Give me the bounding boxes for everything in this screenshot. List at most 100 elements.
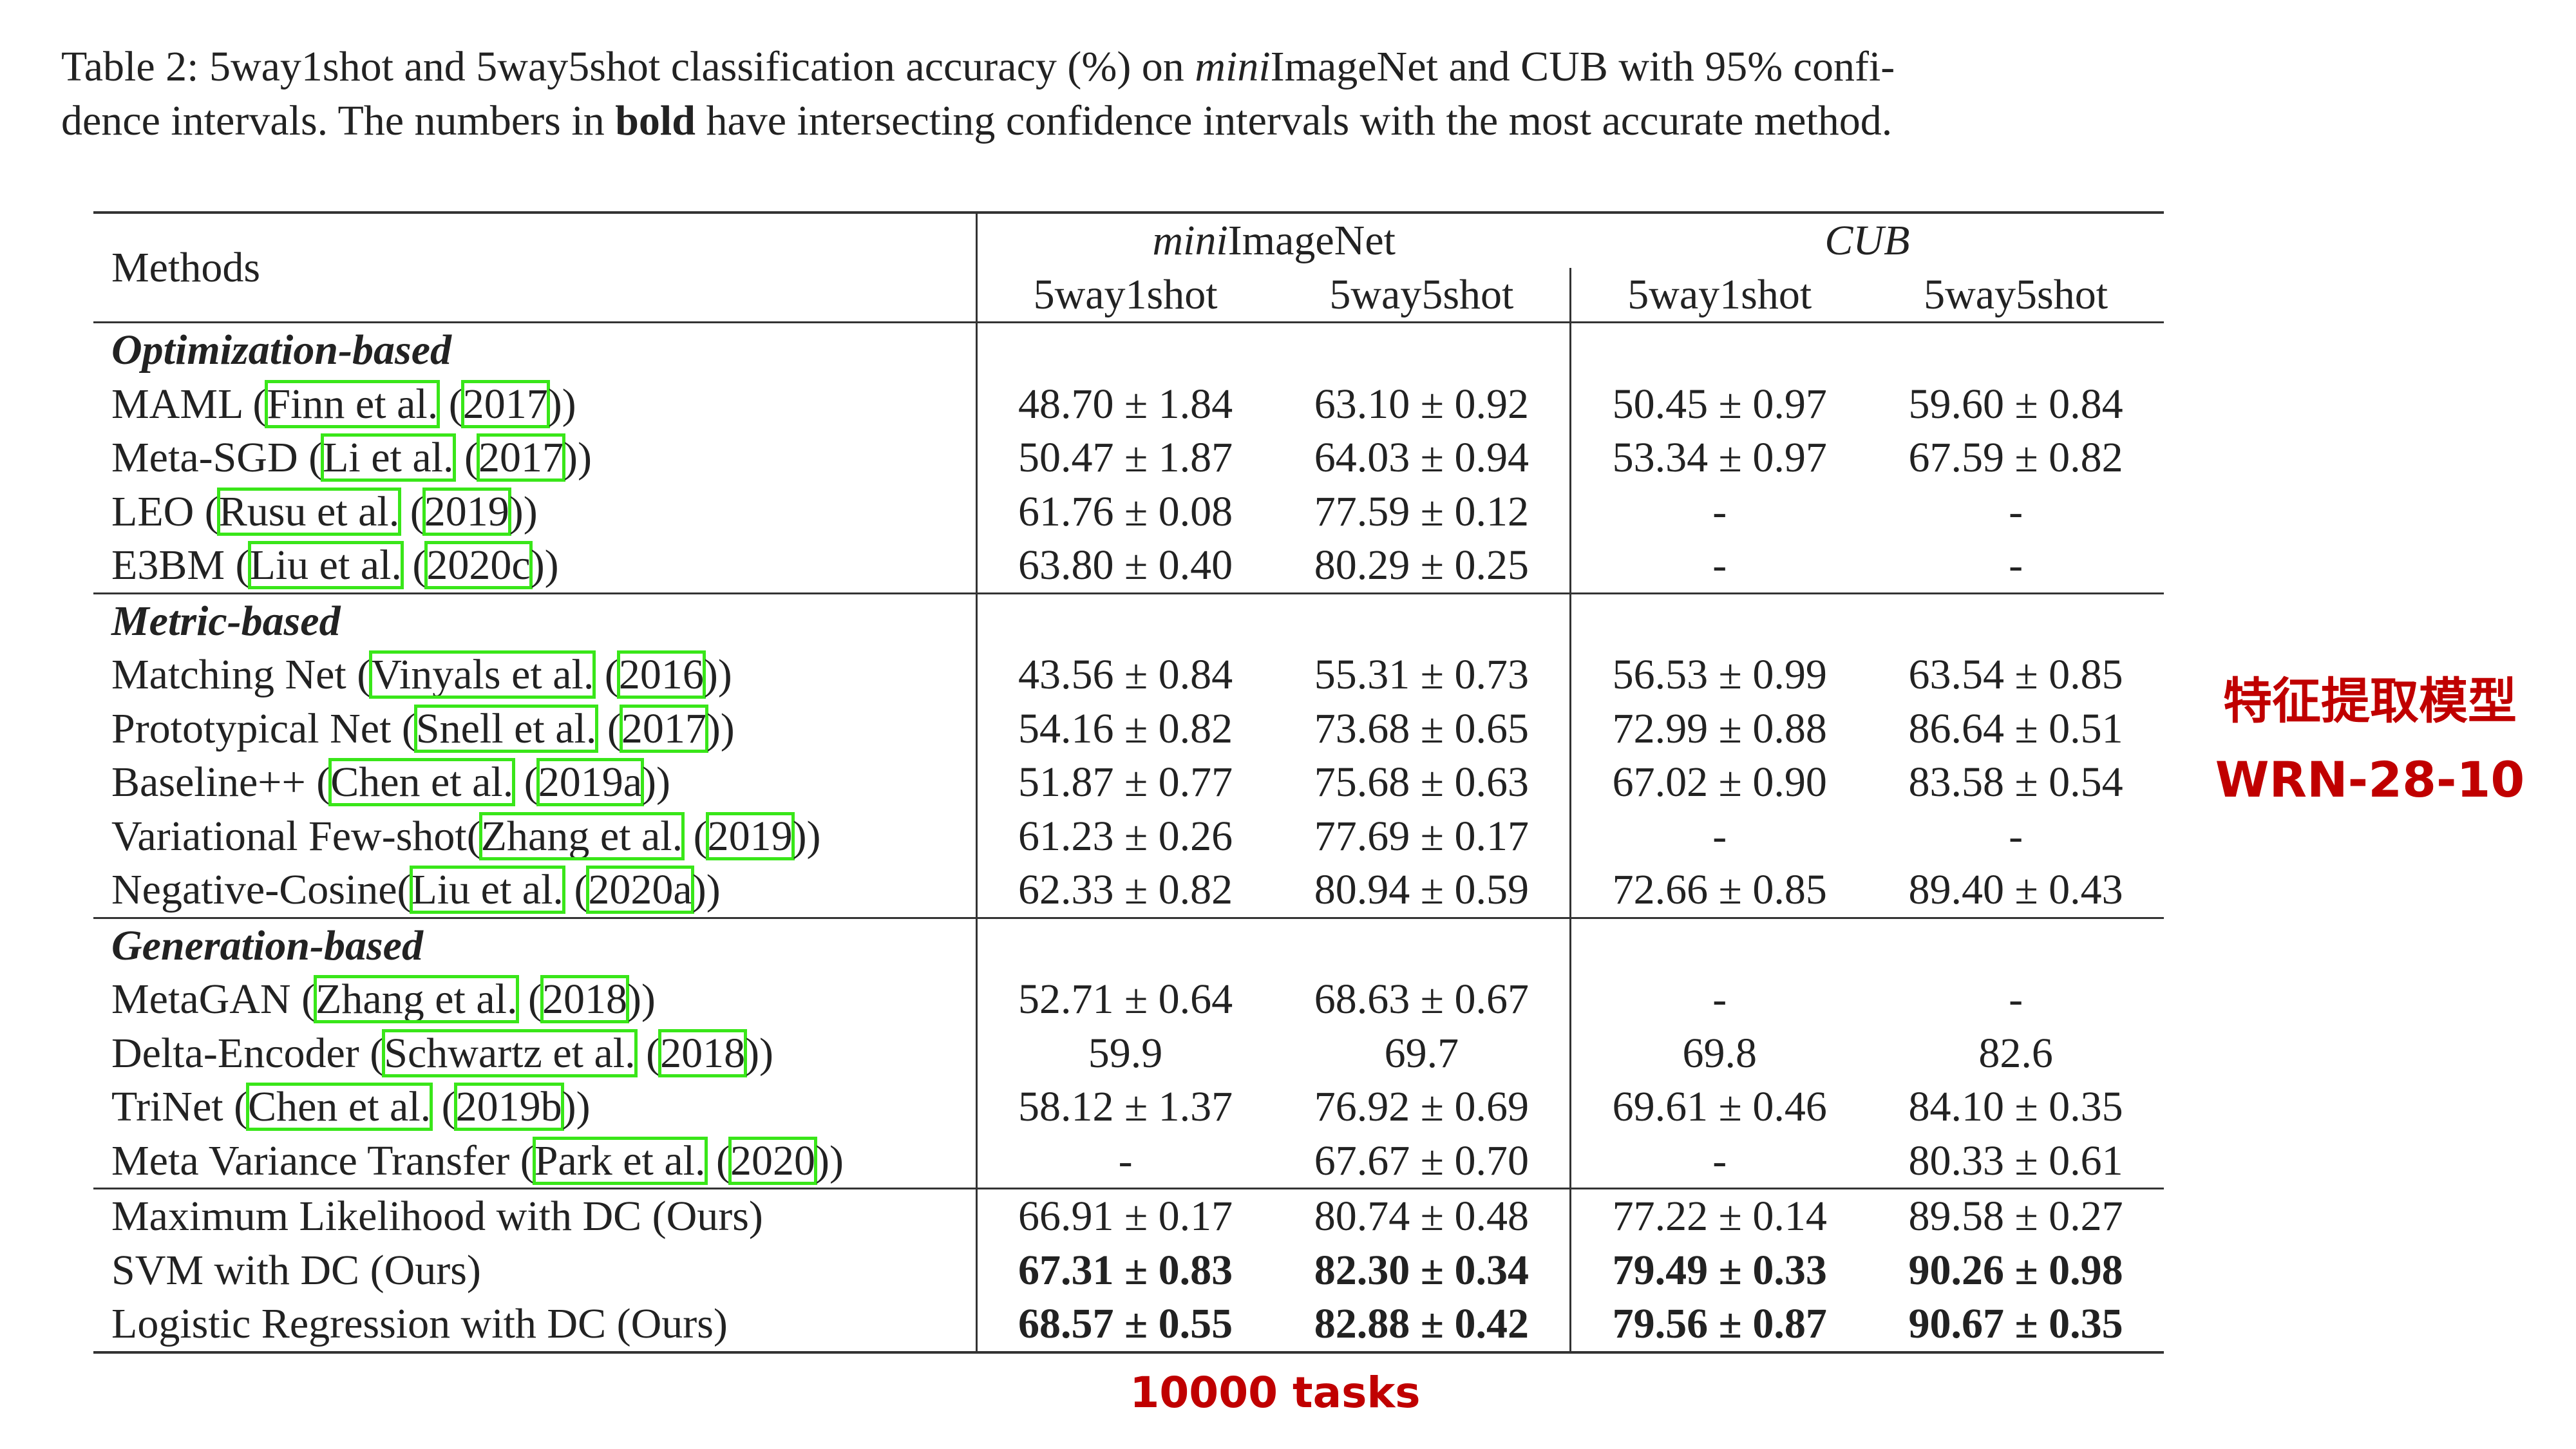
method-name: SVM with DC (Ours) xyxy=(111,1246,481,1294)
table-row: Matching Net (Vinyals et al. (2016)) 43.5… xyxy=(93,648,2164,702)
value-cell: 51.87 ± 0.77 xyxy=(975,755,1274,810)
citation-year-link: 2017 xyxy=(460,379,550,428)
citation-close: )) xyxy=(642,759,671,806)
citation-sep: ( xyxy=(596,705,621,752)
subcol-header: 5way5shot xyxy=(1868,267,2164,323)
citation-author-link: Zhang et al. xyxy=(314,974,520,1024)
value-cell: 54.16 ± 0.82 xyxy=(975,701,1274,755)
empty-cell xyxy=(1868,592,2164,648)
value-cell: 90.26 ± 0.98 xyxy=(1908,1246,2123,1294)
citation-close: )) xyxy=(509,488,538,535)
annotation-feature-model: 特征提取模型 WRN-28-10 xyxy=(2190,662,2550,819)
citation-author-link: Schwartz et al. xyxy=(382,1028,638,1077)
method-name: MetaGAN (Zhang et al. (2018)) xyxy=(93,972,976,1027)
citation-year-link: 2019a xyxy=(536,757,645,807)
table-row-ours: SVM with DC (Ours) 67.31 ± 0.83 82.30 ± 0.… xyxy=(93,1243,2164,1297)
value-cell: 79.49 ± 0.33 xyxy=(1569,1243,1868,1297)
value-cell: 82.6 xyxy=(1978,1029,2053,1077)
value-cell: 59.9 xyxy=(975,1026,1274,1080)
empty-cell xyxy=(975,592,1274,648)
method-name: Baseline++ (Chen et al. (2019a)) xyxy=(93,755,976,810)
empty-cell xyxy=(1569,592,1868,648)
citation-close: )) xyxy=(703,651,732,698)
citation-author-link: Vinyals et al. xyxy=(369,650,596,699)
group-title: Optimization-based xyxy=(93,321,977,377)
value-cell: 67.31 ± 0.83 xyxy=(975,1243,1274,1297)
value-cell: 90.67 ± 0.35 xyxy=(1868,1297,2164,1354)
value-cell: 69.7 xyxy=(1384,1029,1459,1077)
empty-cell xyxy=(1569,321,1868,377)
value-cell: 68.63 ± 0.67 xyxy=(1314,976,1529,1023)
citation-author-link: Liu et al. xyxy=(247,540,404,590)
method-name: LEO (Rusu et al. (2019)) xyxy=(93,485,976,539)
value-cell: 62.33 ± 0.82 xyxy=(975,863,1274,918)
table-row: TriNet (Chen et al. (2019b)) 58.12 ± 1.37… xyxy=(93,1080,2164,1134)
group-header-row: Generation-based xyxy=(93,916,2164,972)
citation-author-link: Park et al. xyxy=(532,1136,708,1185)
value-cell: 73.68 ± 0.65 xyxy=(1314,705,1529,752)
citation-year-link: 2016 xyxy=(616,650,706,699)
value-cell: 63.54 ± 0.85 xyxy=(1908,651,2123,698)
table-row: E3BM (Liu et al. (2020c)) 63.80 ± 0.40 80.… xyxy=(93,538,2164,593)
citation-sep: ( xyxy=(683,812,708,860)
value-cell: 53.34 ± 0.97 xyxy=(1569,431,1868,485)
value-cell: 83.58 ± 0.54 xyxy=(1908,759,2123,806)
value-cell: - xyxy=(2009,542,2023,589)
citation-author-link: Li et al. xyxy=(321,433,456,482)
value-cell: 72.66 ± 0.85 xyxy=(1569,863,1868,918)
table-row: Meta-SGD (Li et al. (2017)) 50.47 ± 1.87 6… xyxy=(93,431,2164,485)
citation-sep: ( xyxy=(401,542,427,589)
value-cell: 50.45 ± 0.97 xyxy=(1569,377,1868,431)
caption-mini: mini xyxy=(1195,43,1271,90)
citation-year-link: 2019 xyxy=(422,487,511,536)
value-cell: 43.56 ± 0.84 xyxy=(975,648,1274,702)
method-name: MAML (Finn et al. (2017)) xyxy=(93,377,976,431)
value-cell: 63.80 ± 0.40 xyxy=(975,538,1274,593)
subcol-header: 5way5shot xyxy=(1273,267,1571,323)
citation-sep: ( xyxy=(563,866,589,913)
value-cell: 61.23 ± 0.26 xyxy=(975,809,1274,863)
header-row-1: Methods miniImageNet CUB xyxy=(93,211,2164,323)
group-header-mini: mini xyxy=(1152,217,1228,264)
citation-close: )) xyxy=(627,976,656,1023)
citation-sep: ( xyxy=(705,1137,730,1184)
value-cell: - xyxy=(2009,812,2023,860)
citation-year-link: 2018 xyxy=(540,974,629,1024)
method-label: Prototypical Net ( xyxy=(111,705,416,752)
group-title: Generation-based xyxy=(93,916,977,972)
value-cell: 56.53 ± 0.99 xyxy=(1569,648,1868,702)
citation-close: )) xyxy=(564,434,592,481)
citation-close: )) xyxy=(815,1137,844,1184)
empty-cell xyxy=(1868,321,2164,377)
value-cell: 58.12 ± 1.37 xyxy=(975,1080,1274,1134)
citation-year-link: 2017 xyxy=(477,433,566,482)
table-row: Variational Few-shot(Zhang et al. (2019)… xyxy=(93,809,2164,863)
group-title: Metric-based xyxy=(93,592,977,648)
value-cell: 80.29 ± 0.25 xyxy=(1314,542,1529,589)
header-row-2: 5way1shot 5way5shot 5way1shot 5way5shot xyxy=(93,267,2164,323)
value-cell: 80.74 ± 0.48 xyxy=(1273,1188,1571,1244)
citation-close: )) xyxy=(562,1083,591,1130)
table-row: LEO (Rusu et al. (2019)) 61.76 ± 0.08 77.5… xyxy=(93,484,2164,539)
citation-close: )) xyxy=(706,705,735,752)
citation-sep: ( xyxy=(431,1083,456,1130)
group-header-miniimagenet: miniImageNet xyxy=(975,211,1571,268)
methods-header: Methods xyxy=(93,211,977,323)
value-cell: - xyxy=(1569,972,1868,1027)
citation-author-link: Rusu et al. xyxy=(216,487,402,536)
table-row-ours: Logistic Regression with DC (Ours) 68.57 … xyxy=(93,1297,2164,1354)
value-cell: 67.02 ± 0.90 xyxy=(1569,755,1868,810)
annotation-model-label: 特征提取模型 xyxy=(2223,672,2517,730)
value-cell: 52.71 ± 0.64 xyxy=(975,972,1274,1027)
value-cell: 63.10 ± 0.92 xyxy=(1314,380,1529,428)
citation-author-link: Liu et al. xyxy=(409,865,565,914)
value-cell: 67.59 ± 0.82 xyxy=(1908,434,2123,481)
method-name: Maximum Likelihood with DC (Ours) xyxy=(93,1188,977,1244)
method-label: MetaGAN ( xyxy=(111,976,316,1023)
method-label: MAML ( xyxy=(111,380,267,428)
method-label: Matching Net ( xyxy=(111,651,372,698)
citation-close: )) xyxy=(530,542,559,589)
method-label: E3BM ( xyxy=(111,542,250,589)
method-label: LEO ( xyxy=(111,488,219,535)
method-name: Negative-Cosine(Liu et al. (2020a)) xyxy=(93,863,976,918)
